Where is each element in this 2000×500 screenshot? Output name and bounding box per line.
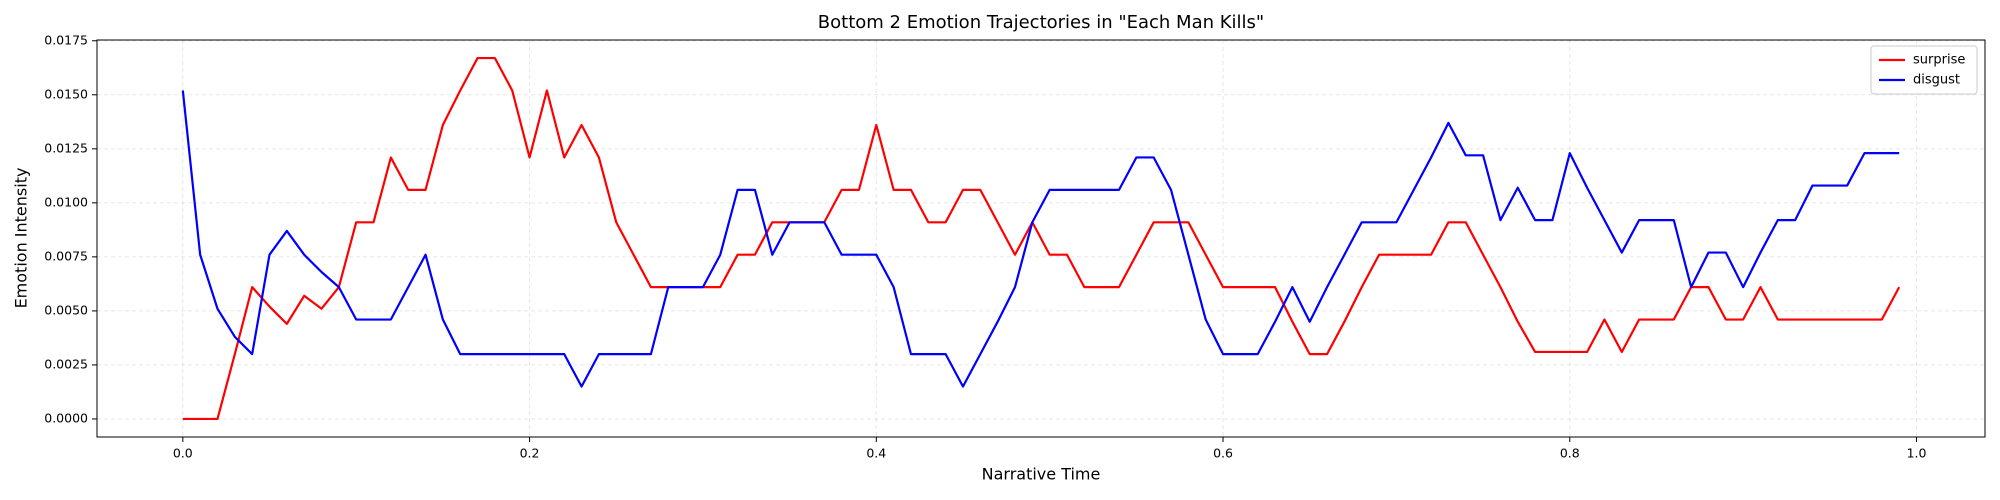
y-axis-label: Emotion Intensity [12,168,31,309]
x-tick-label: 1.0 [1907,446,1927,461]
x-tick-label: 0.0 [173,446,193,461]
line-series [181,90,1900,388]
legend-label: surprise [1913,53,1965,68]
y-tick-label: 0.0150 [44,86,88,101]
x-axis-label: Narrative Time [982,465,1101,484]
y-tick-label: 0.0075 [44,248,88,263]
y-tick-label: 0.0000 [44,410,88,425]
chart-title: Bottom 2 Emotion Trajectories in "Each M… [818,12,1264,33]
line-series [182,56,1901,421]
x-tick-label: 0.6 [1213,446,1233,461]
y-tick-label: 0.0050 [44,302,88,317]
legend-box [1870,45,1978,95]
y-tick-label: 0.0175 [44,32,88,47]
y-tick-label: 0.0025 [44,356,88,371]
legend-label: disgust [1913,73,1960,88]
y-tick-label: 0.0100 [44,194,88,209]
x-tick-label: 0.4 [866,446,886,461]
y-tick-label: 0.0125 [44,140,88,155]
x-tick-label: 0.2 [520,446,540,461]
plot-frame [96,39,1986,438]
legend: surprise disgust [1870,45,1978,95]
x-tick-label: 0.8 [1560,446,1580,461]
